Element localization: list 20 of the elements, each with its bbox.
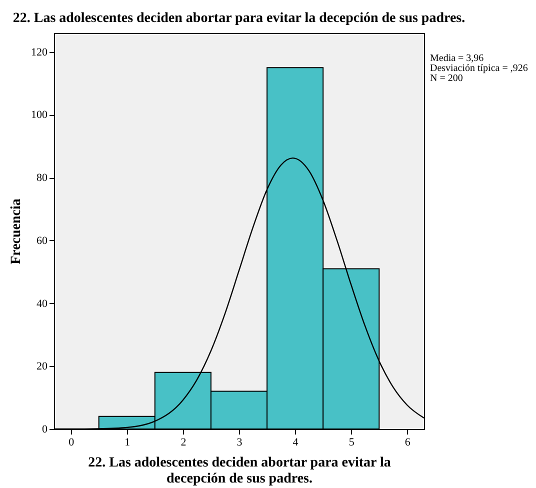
text: N = 200 — [430, 73, 463, 84]
x-axis-title: 22. Las adolescentes deciden abortar para evitar la decepción de sus padres. — [88, 456, 391, 486]
y-tick-label: 0 — [42, 424, 48, 436]
x-tick-label: 3 — [236, 436, 243, 448]
x-tick-label: 6 — [404, 436, 411, 448]
text: Desviación típica = ,926 — [430, 63, 528, 74]
x-tick-label: 1 — [124, 436, 130, 448]
x-tick-label: 2 — [180, 436, 186, 448]
y-tick-label: 60 — [36, 234, 48, 247]
text: Media = 3,96 — [430, 53, 484, 64]
y-tick-label: 120 — [31, 46, 48, 58]
y-tick-label: 100 — [31, 109, 48, 122]
y-tick-label: 40 — [36, 298, 48, 310]
y-tick-label: 80 — [36, 172, 48, 184]
chart-title: 22. Las adolescentes deciden abortar para evitar la decepción de sus padres. — [12, 11, 466, 26]
y-tick-label: 20 — [36, 360, 48, 373]
x-tick-label: 0 — [68, 436, 75, 448]
x-tick-label: 4 — [292, 436, 299, 448]
y-axis-title: Frecuencia — [9, 198, 24, 264]
x-tick-label: 5 — [348, 436, 355, 448]
